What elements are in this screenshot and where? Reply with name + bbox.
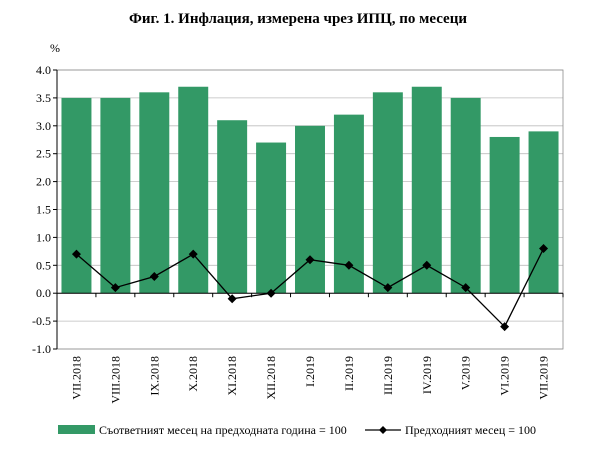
- bar: [139, 92, 170, 294]
- x-tick-label: II.2019: [342, 356, 356, 391]
- axes: [53, 69, 564, 350]
- x-tick-labels: VII.2018 VIII.2018 IX.2018 X.2018 XI.2018 XII…: [69, 356, 550, 404]
- line-point: [188, 249, 198, 259]
- y-tick-label: -1.0: [32, 342, 51, 356]
- line-point: [422, 260, 432, 270]
- x-tick-label: VIII.2018: [108, 356, 122, 404]
- line-point: [227, 294, 237, 304]
- x-tick-label: VI.2019: [498, 356, 512, 396]
- line-point: [110, 283, 120, 293]
- x-tick-label: V.2019: [459, 356, 473, 390]
- bar: [411, 86, 442, 294]
- y-tick-label: -0.5: [32, 314, 51, 328]
- y-tick-label: 1.5: [36, 203, 51, 217]
- x-tick-label: XII.2018: [264, 356, 278, 400]
- bar: [528, 131, 559, 294]
- chart-title: Фиг. 1. Инфлация, измерена чрез ИПЦ, по …: [129, 11, 467, 27]
- bar: [450, 97, 481, 294]
- legend-label-bars: Съответният месец на предходната година …: [99, 423, 347, 437]
- x-tick-label: IX.2018: [147, 356, 161, 396]
- line-point: [71, 249, 81, 259]
- x-tick-label: X.2018: [186, 356, 200, 392]
- y-tick-label: 3.5: [36, 91, 51, 105]
- legend-swatch-bars: [58, 425, 95, 434]
- line-point: [305, 255, 315, 265]
- line-series: [71, 244, 549, 332]
- bar: [489, 136, 520, 294]
- x-tick-label: I.2019: [303, 356, 317, 387]
- line-point: [500, 322, 510, 332]
- bar: [100, 97, 131, 294]
- line-point: [344, 260, 354, 270]
- bar: [61, 97, 92, 294]
- x-tick-label: IV.2019: [420, 356, 434, 394]
- y-tick-label: 1.0: [36, 230, 51, 244]
- line-point: [383, 283, 393, 293]
- bar: [295, 125, 325, 294]
- legend-swatch-marker: [379, 426, 387, 434]
- x-tick-label: III.2019: [381, 356, 395, 395]
- x-tick-label: VII.2018: [69, 356, 83, 400]
- bar: [178, 86, 209, 294]
- y-tick-label: 0.5: [36, 258, 51, 272]
- x-tick-label: VII.2019: [537, 356, 551, 400]
- y-axis-unit-label: %: [50, 41, 60, 55]
- line-point: [461, 283, 471, 293]
- bar: [217, 120, 248, 294]
- bar: [372, 92, 403, 294]
- y-tick-labels: 4.0 3.5 3.0 2.5 2.0 1.5 1.0 0.5 0.0 -0.5 -1.0: [32, 63, 51, 356]
- bar: [256, 142, 287, 294]
- line-point: [539, 244, 549, 254]
- line-point: [266, 288, 276, 298]
- y-tick-label: 0.0: [36, 286, 51, 300]
- y-tick-label: 3.0: [36, 119, 51, 133]
- legend: Съответният месец на предходната година …: [58, 423, 536, 437]
- y-tick-label: 4.0: [36, 63, 51, 77]
- y-tick-label: 2.0: [36, 175, 51, 189]
- legend-label-line: Предходният месец = 100: [405, 423, 536, 437]
- bar-series: [61, 86, 559, 294]
- y-tick-label: 2.5: [36, 147, 51, 161]
- line-point: [149, 271, 159, 281]
- x-tick-label: XI.2018: [225, 356, 239, 396]
